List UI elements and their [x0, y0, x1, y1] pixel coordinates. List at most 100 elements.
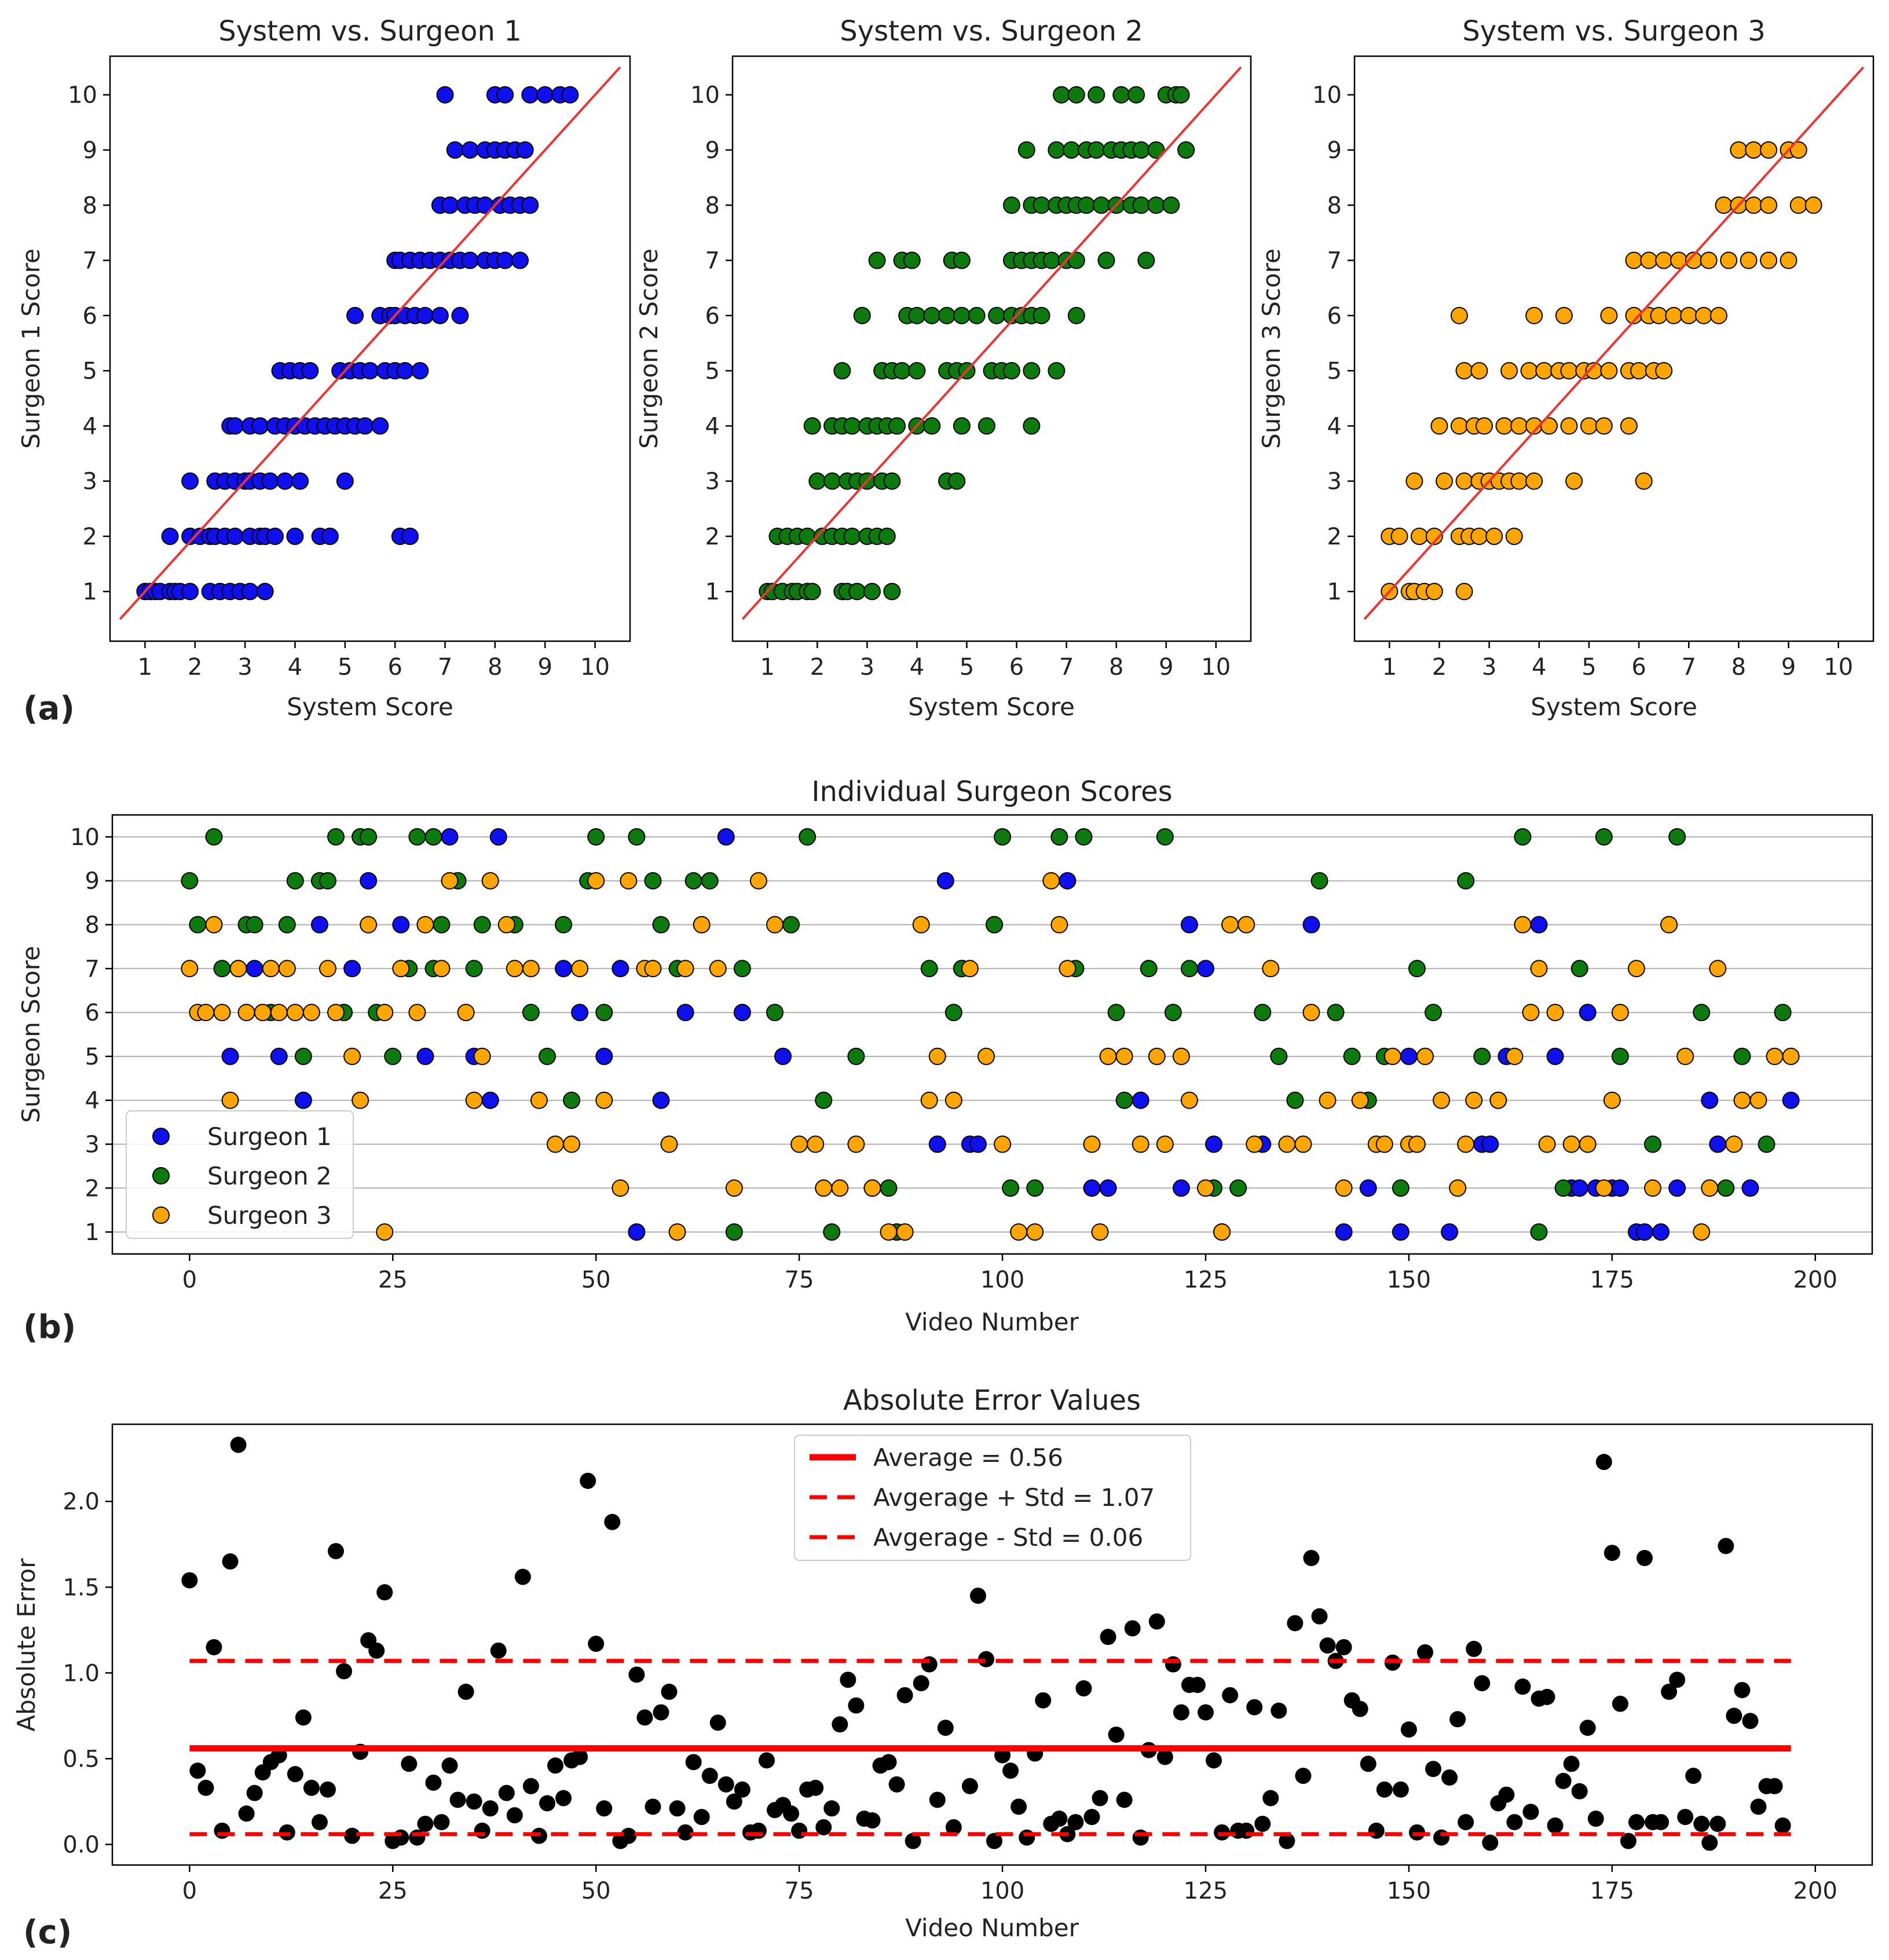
data-point-surgeon-3	[693, 916, 711, 934]
data-point	[1677, 1809, 1694, 1826]
data-point-surgeon-1	[571, 1004, 589, 1022]
data-point-surgeon-3	[530, 1091, 548, 1109]
data-point	[1655, 362, 1673, 380]
data-point	[1148, 1613, 1165, 1630]
data-point	[417, 1815, 434, 1832]
data-point	[356, 417, 374, 435]
y-tick-label: 3	[1327, 469, 1342, 495]
data-point	[1789, 141, 1807, 159]
data-point-surgeon-3	[1782, 1047, 1800, 1065]
x-tick-label: 175	[1590, 1267, 1634, 1293]
data-point	[1108, 1726, 1125, 1743]
data-point-surgeon-3	[1660, 916, 1678, 934]
data-point	[1075, 1680, 1092, 1697]
y-tick-label: 8	[1327, 192, 1342, 219]
y-tick-label: 3	[85, 1132, 100, 1158]
data-point-surgeon-3	[408, 1004, 426, 1022]
data-point	[1392, 1781, 1409, 1798]
data-point-surgeon-3	[433, 960, 451, 978]
legend-label: Avgerage - Std = 0.06	[873, 1523, 1143, 1552]
data-point-surgeon-3	[1091, 1223, 1109, 1241]
x-tick-label: 2	[1432, 654, 1447, 681]
data-point	[863, 583, 881, 601]
data-point	[474, 1822, 490, 1839]
data-point-surgeon-2	[286, 872, 304, 890]
data-point	[791, 1822, 808, 1839]
data-point	[441, 1757, 458, 1774]
data-point-surgeon-2	[1050, 828, 1068, 846]
x-tick-label: 3	[1482, 654, 1496, 681]
data-point	[511, 251, 529, 269]
data-point-surgeon-3	[725, 1179, 743, 1197]
data-point	[808, 472, 826, 490]
data-point	[1132, 141, 1150, 159]
data-point-surgeon-3	[1676, 1047, 1694, 1065]
data-point-surgeon-2	[205, 828, 223, 846]
data-point-surgeon-1	[1611, 1179, 1629, 1197]
data-point-surgeon-2	[684, 872, 702, 890]
data-point	[604, 1513, 621, 1530]
data-point-surgeon-2	[1156, 828, 1174, 846]
data-point	[848, 583, 866, 601]
x-tick-label: 9	[1159, 654, 1173, 681]
data-point	[1506, 1813, 1523, 1830]
data-point-surgeon-3	[1457, 1135, 1475, 1153]
data-point-surgeon-3	[1172, 1047, 1190, 1065]
data-point-surgeon-2	[473, 916, 491, 934]
data-point	[693, 1809, 710, 1826]
data-point	[596, 1800, 613, 1817]
data-point	[1474, 1675, 1491, 1692]
data-point-surgeon-3	[1595, 1179, 1613, 1197]
data-point-surgeon-3	[1059, 960, 1077, 978]
x-axis-label: Video Number	[905, 1308, 1079, 1336]
data-point	[1650, 306, 1668, 324]
data-point	[945, 1819, 962, 1835]
data-point-surgeon-3	[766, 916, 784, 934]
data-point	[888, 417, 906, 435]
data-point-surgeon-3	[343, 1047, 361, 1065]
x-tick-label: 150	[1387, 1878, 1431, 1904]
data-point	[1600, 362, 1618, 380]
y-tick-label: 1.0	[63, 1660, 100, 1687]
x-tick-label: 7	[1682, 654, 1696, 681]
y-tick-label: 8	[83, 192, 97, 219]
data-point	[1630, 362, 1648, 380]
data-point-surgeon-3	[1701, 1179, 1719, 1197]
data-point	[522, 1778, 539, 1794]
plot-frame	[109, 55, 631, 642]
data-point-surgeon-1	[360, 872, 378, 890]
data-point	[701, 1768, 718, 1785]
data-point-surgeon-1	[441, 828, 459, 846]
data-point	[1579, 1720, 1596, 1736]
data-point	[903, 251, 921, 269]
y-tick-label: 9	[85, 868, 100, 895]
y-tick-label: 1	[705, 579, 720, 605]
data-point-surgeon-3	[620, 872, 638, 890]
data-point-surgeon-3	[1099, 1047, 1117, 1065]
data-point-surgeon-3	[1335, 1179, 1353, 1197]
data-point	[1520, 362, 1538, 380]
y-tick-label: 10	[690, 82, 720, 109]
data-point-surgeon-3	[1246, 1135, 1264, 1153]
data-point	[336, 472, 354, 490]
x-tick-label: 25	[378, 1878, 408, 1904]
data-point	[905, 1833, 921, 1849]
data-point	[661, 1683, 678, 1700]
data-point	[1088, 141, 1105, 159]
data-point	[181, 583, 199, 601]
scatter-surgeon-2: 1 2 3 4 5 6 7 8 9 10 1 2 3 4 5 6 7 8 9 10 System vs. Surgeon…	[635, 15, 1252, 721]
identity-line	[741, 66, 1242, 620]
y-tick-label: 6	[83, 303, 97, 330]
data-point	[833, 362, 851, 380]
data-point-surgeon-3	[254, 1004, 272, 1022]
data-point-surgeon-2	[880, 1179, 898, 1197]
data-point-surgeon-3	[286, 1004, 304, 1022]
x-tick-label: 25	[378, 1267, 408, 1293]
data-point-surgeon-3	[1725, 1135, 1743, 1153]
data-point-surgeon-3	[1238, 916, 1255, 934]
data-point	[1002, 1762, 1019, 1779]
data-point	[948, 472, 966, 490]
data-point	[1092, 196, 1110, 214]
data-point-surgeon-1	[1579, 1004, 1597, 1022]
data-point	[1455, 472, 1473, 490]
